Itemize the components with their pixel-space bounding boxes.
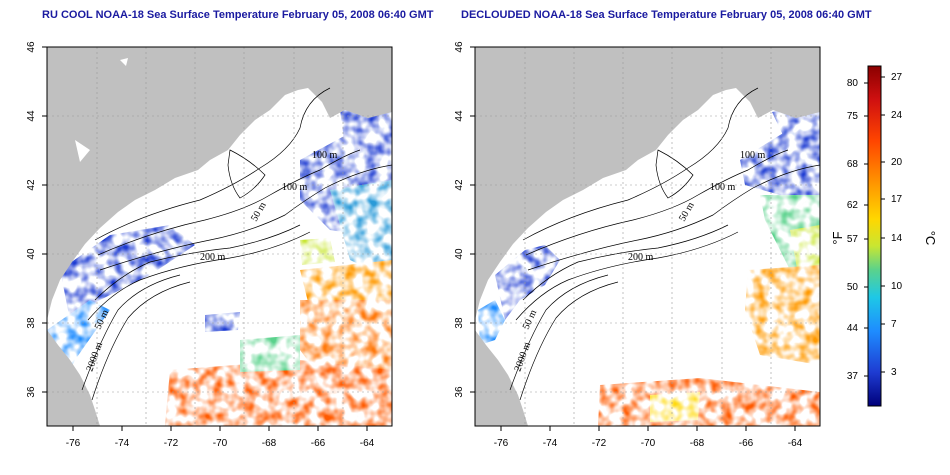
lake (75, 140, 90, 162)
sst-patch-cool-eddy (330, 180, 392, 280)
y-tick-label: 46 (454, 41, 465, 53)
land-nova-scotia (766, 50, 820, 90)
bathymetry-contours (509, 87, 820, 401)
contour-label-200m: 200 m (628, 252, 654, 263)
colorbar-fahrenheit-tick: 44 (847, 323, 859, 334)
axis-ticks (470, 46, 796, 431)
axis-ticks (42, 46, 368, 431)
x-tick-label: -70 (641, 438, 656, 449)
sst-patch-gulf-stream (165, 360, 392, 426)
colorbar-celsius-label: °C (923, 231, 938, 246)
y-tick-label: 40 (26, 248, 37, 260)
colorbar-celsius-tick: 10 (891, 281, 903, 292)
land-cape-hatteras (475, 330, 528, 426)
colorbar-fahrenheit-tick: 80 (847, 78, 859, 89)
colorbar-celsius-tick: 14 (891, 233, 903, 244)
y-tick-label: 38 (26, 317, 37, 329)
sst-patch-coastal (478, 300, 505, 345)
sst-data-layer (478, 104, 820, 426)
x-tick-label: -66 (739, 438, 754, 449)
sst-patch-small (205, 312, 240, 332)
y-tick-label: 40 (454, 248, 465, 260)
colorbar-celsius-tick: 7 (891, 319, 897, 330)
land-north-america (47, 47, 392, 320)
contour-label-200m: 200 m (200, 252, 226, 263)
contour-label-100m: 100 m (282, 182, 308, 193)
sst-patch-scotian-shelf (340, 100, 392, 185)
x-tick-label: -76 (66, 438, 81, 449)
sst-patch-frontal (240, 335, 300, 372)
land-north-america (475, 47, 820, 320)
left-panel-title: RU COOL NOAA-18 Sea Surface Temperature … (42, 9, 434, 21)
colorbar-celsius-tick: 20 (891, 157, 903, 168)
land-nova-scotia (338, 50, 392, 90)
y-tick-label: 46 (26, 41, 37, 53)
colorbar-celsius-tick: 3 (891, 367, 897, 378)
x-tick-label: -72 (164, 438, 179, 449)
x-tick-label: -66 (311, 438, 326, 449)
sst-patch-slope (300, 238, 335, 265)
y-tick-label: 36 (26, 386, 37, 398)
colorbar-fahrenheit-tick: 62 (847, 200, 859, 211)
sst-patch-mid-atlantic-bight (60, 225, 195, 320)
x-tick-label: -74 (115, 438, 130, 449)
colorbar-fahrenheit-tick: 50 (847, 282, 859, 293)
contour-label-100m-north: 100 m (740, 150, 766, 161)
y-tick-label: 44 (454, 110, 465, 122)
lake (120, 58, 128, 66)
temperature-colorbar: 27 24 20 17 14 10 7 3 80 75 68 62 57 50 … (830, 65, 938, 407)
contour-label-100m-north: 100 m (312, 150, 338, 161)
x-tick-label: -70 (213, 438, 228, 449)
sst-patch-scotian-shelf (772, 104, 820, 150)
x-tick-label: -72 (592, 438, 607, 449)
land-cape-hatteras (47, 330, 100, 426)
colorbar-fahrenheit-label: °F (830, 231, 845, 244)
x-tick-label: -76 (494, 438, 509, 449)
x-tick-label: -64 (788, 438, 803, 449)
left-sst-map: 100 m 100 m 50 m 200 m 50 m 2000 m -76 -… (26, 41, 393, 449)
y-tick-label: 36 (454, 386, 465, 398)
contour-label-100m: 100 m (710, 182, 736, 193)
colorbar-celsius-tick: 24 (891, 110, 903, 121)
sst-patch-mid-atlantic-bight (495, 245, 560, 320)
lat-lon-grid (475, 47, 820, 426)
colorbar-celsius-tick: 27 (891, 72, 903, 83)
colorbar-fahrenheit-tick: 37 (847, 371, 859, 382)
y-tick-label: 44 (26, 110, 37, 122)
colorbar-ticks (864, 76, 885, 377)
y-tick-label: 42 (454, 179, 465, 191)
x-tick-label: -68 (262, 438, 277, 449)
right-sst-map: 100 m 100 m 50 m 200 m 50 m 2000 m -76 -… (454, 41, 821, 449)
right-panel-title: DECLOUDED NOAA-18 Sea Surface Temperatur… (461, 9, 872, 21)
colorbar-gradient (867, 65, 882, 407)
x-tick-label: -74 (543, 438, 558, 449)
colorbar-fahrenheit-tick: 68 (847, 159, 859, 170)
bathymetry-contours (81, 87, 392, 401)
sst-data-layer (47, 72, 392, 426)
sst-patch-warm-core (650, 392, 700, 422)
colorbar-fahrenheit-tick: 75 (847, 111, 859, 122)
y-tick-label: 42 (26, 179, 37, 191)
sst-patch-warm-ring (745, 265, 820, 365)
x-tick-label: -64 (360, 438, 375, 449)
lat-lon-grid (47, 47, 392, 426)
y-tick-label: 38 (454, 317, 465, 329)
colorbar-celsius-tick: 17 (891, 194, 903, 205)
colorbar-fahrenheit-tick: 57 (847, 234, 859, 245)
x-tick-label: -68 (690, 438, 705, 449)
